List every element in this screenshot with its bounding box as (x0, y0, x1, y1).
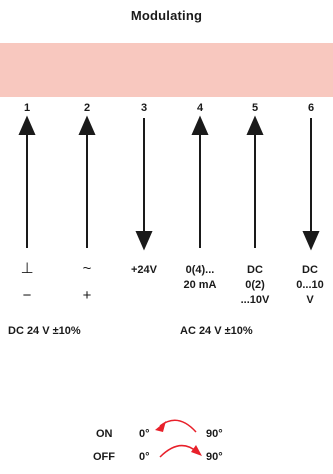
actuator-body (0, 43, 333, 97)
on-end-angle: 90° (206, 428, 223, 440)
terminal-2-ac-symbol: ~ (82, 260, 92, 277)
terminal-6-label-line1: DC (302, 264, 318, 276)
terminal-4-label-line2: 20 mA (183, 279, 217, 291)
terminal-1-ground-symbol: ⊥ (20, 260, 34, 277)
off-rotation-arrowhead (191, 445, 202, 456)
terminal-1-minus-symbol: − (22, 287, 32, 304)
terminal-4-label-line1: 0(4)... (185, 264, 215, 276)
terminal-5-label: DC 0(2) ...10V (233, 263, 277, 308)
terminal-6-label-line2: 0...10 (296, 279, 324, 291)
on-rotation-arrowhead (155, 421, 166, 432)
off-label: OFF (93, 451, 115, 463)
terminal-5-number: 5 (251, 102, 259, 114)
terminal-3-arrow-head (135, 231, 153, 251)
terminal-6-label-line3: V (306, 294, 314, 306)
on-label: ON (96, 428, 113, 440)
terminal-6-label: DC 0...10 V (288, 263, 332, 308)
terminal-1-arrow-head (18, 115, 36, 135)
diagram-title: Modulating (130, 8, 203, 23)
terminal-2-arrow-head (78, 115, 96, 135)
terminal-3-number: 3 (140, 102, 148, 114)
terminal-1-number: 1 (23, 102, 31, 114)
terminal-5-arrow-head (246, 115, 264, 135)
terminal-6-number: 6 (307, 102, 315, 114)
dc-supply-label: DC 24 V ±10% (8, 325, 81, 337)
terminal-4-number: 4 (196, 102, 204, 114)
terminal-2-number: 2 (83, 102, 91, 114)
terminal-4-label: 0(4)... 20 mA (172, 263, 228, 293)
terminal-4-arrow-head (191, 115, 209, 135)
off-end-angle: 90° (206, 451, 223, 463)
off-rotation-arrow (159, 444, 198, 458)
ac-supply-label: AC 24 V ±10% (180, 325, 253, 337)
terminal-6-arrow-head (302, 231, 320, 251)
off-start-angle: 0° (139, 451, 150, 463)
terminal-3-label: +24V (131, 264, 157, 276)
terminal-strip (0, 97, 333, 113)
terminal-2-plus-symbol: + (82, 287, 92, 304)
terminal-5-label-line2: 0(2) (245, 279, 265, 291)
terminal-5-label-line3: ...10V (240, 294, 270, 306)
on-start-angle: 0° (139, 428, 150, 440)
terminal-5-label-line1: DC (247, 264, 263, 276)
